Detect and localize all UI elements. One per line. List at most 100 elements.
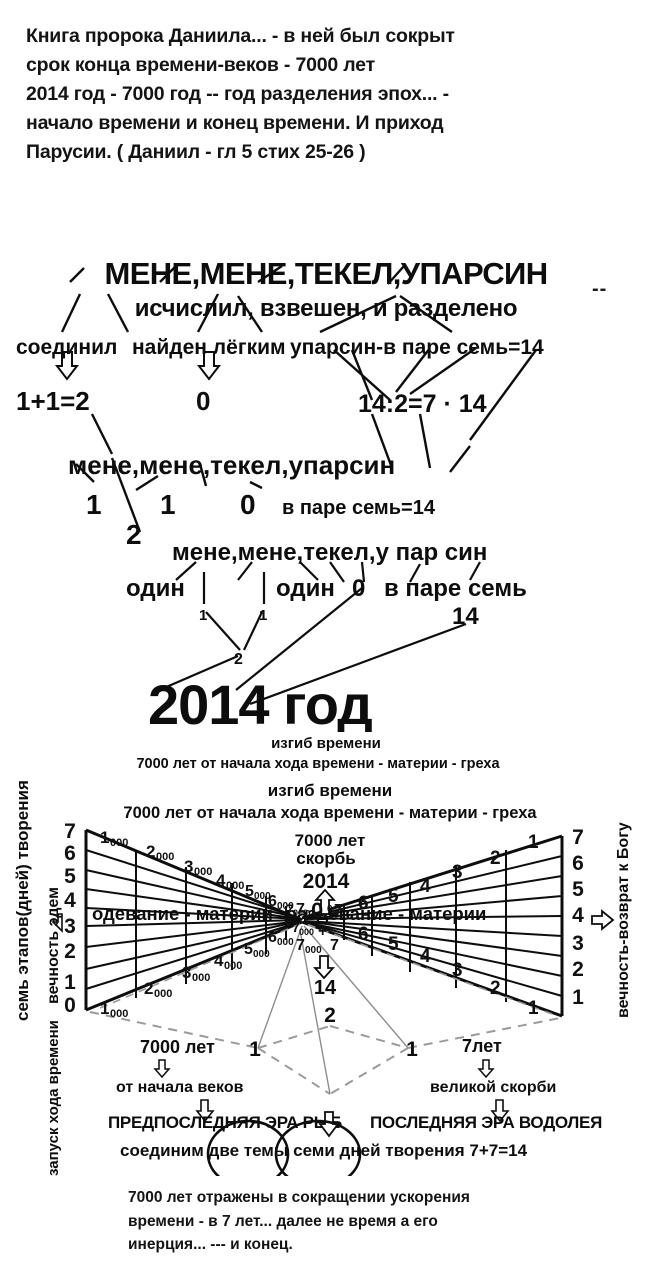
upper-left-mill-1-sub: 000 [110,837,128,849]
axis-label-seven-stages: семь этапов(дней) творения [13,780,32,1021]
diamond-left-caption-1: 7000 лет [140,1037,215,1057]
footer-paragraph: 7000 лет отражены в сокращении ускорения… [128,1186,628,1257]
chart-title: изгиб времени [268,781,392,800]
era-right-label: ПОСЛЕДНЯЯ ЭРА ВОДОЛЕЯ [370,1113,602,1132]
tree-row4-left: 1+1=2 [16,386,90,416]
era-left-arrow-icon [195,1099,215,1123]
circle-right [274,1119,362,1176]
center-plus: + [318,923,327,940]
lower-left-mill-6-sub: 000 [277,937,294,948]
tree-row4-right: 14:2=7 · 14 [358,390,487,418]
tree-row6-pair: в паре семь [384,575,527,602]
left-tick-6: 6 [64,842,76,865]
upper-left-mill-3: 3 [184,857,193,876]
upper-left-mill-5: 5 [245,883,254,900]
lower-right-year-6: 6 [358,924,369,945]
tree-row6-small-1: 1 [199,607,207,624]
upper-left-mill-3-sub: 000 [194,866,212,878]
tree-row6-one-b: один [276,575,335,602]
right-tick-5: 5 [572,878,584,901]
upper-left-mill-7-sub: 000 [293,908,308,918]
lower-left-mill-1: 1 [100,999,109,1018]
upper-right-year-1: 1 [528,832,539,853]
header-line-5: Парусии. ( Даниил - гл 5 стих 25-26 ) [26,141,366,164]
tree-row6-fourteen: 14 [452,603,479,630]
diamond-right-caption-1: 7лет [462,1036,502,1056]
upper-left-mill-6-sub: 000 [277,901,294,912]
tree-subtitle: исчислил, взвешен, и разделено [135,295,517,322]
tree-row5-words: мене,мене,текел,упарсин [68,450,395,480]
tree-year-2014: 2014 год [148,673,372,732]
tree-title: МЕНЕ,МЕНЕ,ТЕКЕЛ,УПАРСИН [104,256,547,291]
upper-right-year-3: 3 [452,862,463,883]
era-left-label: ПРЕДПОСЛЕДНЯЯ ЭРА РЫБ [108,1113,342,1132]
lower-left-mill-7-sub: 000 [299,927,314,937]
axis-label-eternity-eden: вечность эдем [45,887,62,1004]
diamond-left-arrow-icon [153,1059,171,1079]
lower-left-mill-4: 4 [214,951,224,970]
upper-left-mill-4-sub: 000 [226,880,244,892]
axis-label-eternity-return: вечность-возврат к Богу [615,822,632,1018]
header-line-3: 2014 год - 7000 год -- год разделения эп… [26,83,449,106]
lower-left-mill-2: 2 [144,979,153,998]
chart-subtitle: 7000 лет от начала хода времени - матери… [123,804,537,822]
left-axis-arrow-icon [51,913,63,933]
dash-marks: -- [592,278,608,300]
upper-right-year-2: 2 [490,848,501,869]
tree-row6-one-a: один [126,575,185,602]
lower-right-year-5: 5 [388,934,399,955]
left-tick-1: 1 [64,971,76,994]
upper-left-mill-7: 7 [286,901,294,917]
left-tick-4: 4 [64,889,76,912]
era-right-arrow-icon [490,1099,510,1123]
tree-row3-right: упарсин-в паре семь=14 [290,336,544,359]
header-line-2: срок конца времени-веков - 7000 лет [26,54,375,77]
lower-left-mill-1-sub: 000 [110,1008,128,1020]
center-year-2014: 2014 [303,870,350,893]
center-low-left: 7 [296,937,305,954]
circle-left [206,1119,290,1176]
lower-left-mill-2-sub: 000 [154,988,172,1000]
upper-left-mill-2: 2 [146,842,155,861]
mene-tekel-tree-diagram: МЕНЕ,МЕНЕ,ТЕКЕЛ,УПАРСИН исчислил, взвеше… [0,232,652,732]
left-tick-2: 2 [64,940,76,963]
upper-left-mill-6: 6 [268,893,277,910]
upper-left-mill-2-sub: 000 [156,851,174,863]
tree-row3-mid: найден лёгким [132,336,286,359]
upper-left-mill-4: 4 [216,871,226,890]
left-tick-5: 5 [64,865,76,888]
era-center-arrow-icon [318,1111,340,1138]
header-line-1: Книга пророка Даниила... - в ней был сок… [26,25,455,47]
center-node-right: 7 [334,902,343,919]
tree-row5-two: 2 [126,519,142,550]
tree-row5-tail: в паре семь=14 [282,497,436,519]
chart-subtitle-ghost: 7000 лет от начала хода времени - матери… [136,756,500,772]
left-tick-3: 3 [64,915,76,938]
tree-row6-zero: 0 [352,575,365,602]
lower-left-mill-4-sub: 000 [224,960,242,972]
diamond-left-one: 1 [249,1038,261,1061]
lower-left-mill-3-sub: 000 [192,972,210,984]
lower-left-mill-7: 7 [292,919,300,935]
lower-right-year-3: 3 [452,960,463,981]
band-label-left: одевание - материи [92,903,273,924]
footer-line-3: инерция... --- и конец. [128,1236,293,1254]
upper-left-mill-1: 1 [100,828,109,847]
lower-left-mill-3: 3 [182,963,191,982]
bottom-formula: соединим две темы семи дней творения 7+7… [120,1141,528,1160]
tree-row6-small-2: 1 [259,607,267,624]
right-tick-1: 1 [572,986,584,1009]
center-node-right-sub: 0 [327,904,333,915]
tree-row6-words: мене,мене,текел,у пар син [172,539,487,566]
header-line-4: начало времени и конец времени. И приход [26,112,444,135]
lower-right-year-4: 4 [420,946,431,967]
center-sorrow: скорбь [296,849,355,868]
center-low-right: 7 [330,937,339,954]
chart-title-ghost: изгиб времени [271,735,381,752]
tree-row6-small-two: 2 [234,651,243,668]
upper-right-year-5: 5 [388,886,399,907]
right-tick-4: 4 [572,904,584,927]
center-fourteen: 14 [314,977,337,999]
tree-row5-d3: 0 [240,489,256,520]
diamond-top-two: 2 [324,1004,336,1027]
